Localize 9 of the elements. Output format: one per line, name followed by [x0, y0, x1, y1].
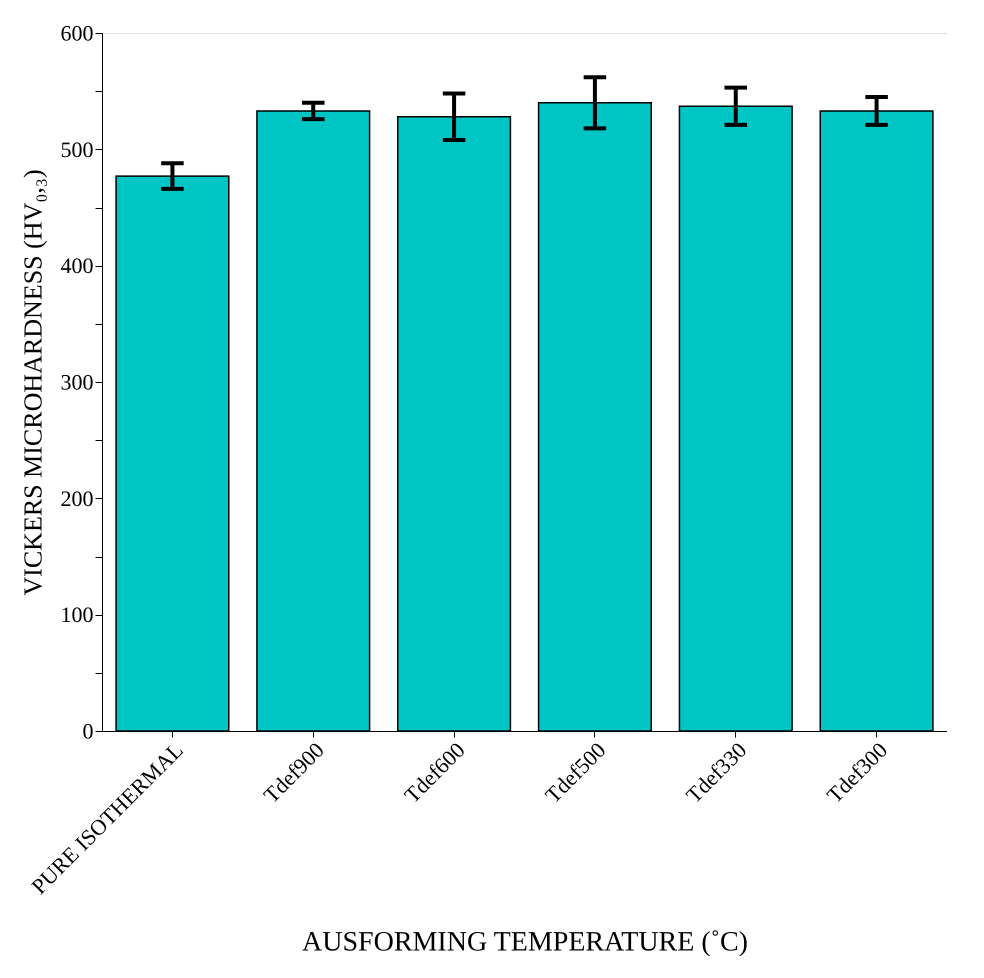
y-tick-label: 500	[60, 136, 94, 162]
x-axis-title: AUSFORMING TEMPERATURE (˚C)	[302, 926, 748, 958]
y-tick-label: 200	[60, 486, 94, 511]
y-axis-title: VICKERS MICROHARDNESS (HV₀,₃)	[18, 169, 48, 596]
y-tick-label: 0	[82, 718, 94, 744]
y-tick-label: 100	[60, 602, 94, 628]
y-tick-label: 300	[60, 370, 94, 394]
y-tick-label: 400	[60, 253, 94, 278]
y-tick-label: 600	[60, 20, 94, 46]
